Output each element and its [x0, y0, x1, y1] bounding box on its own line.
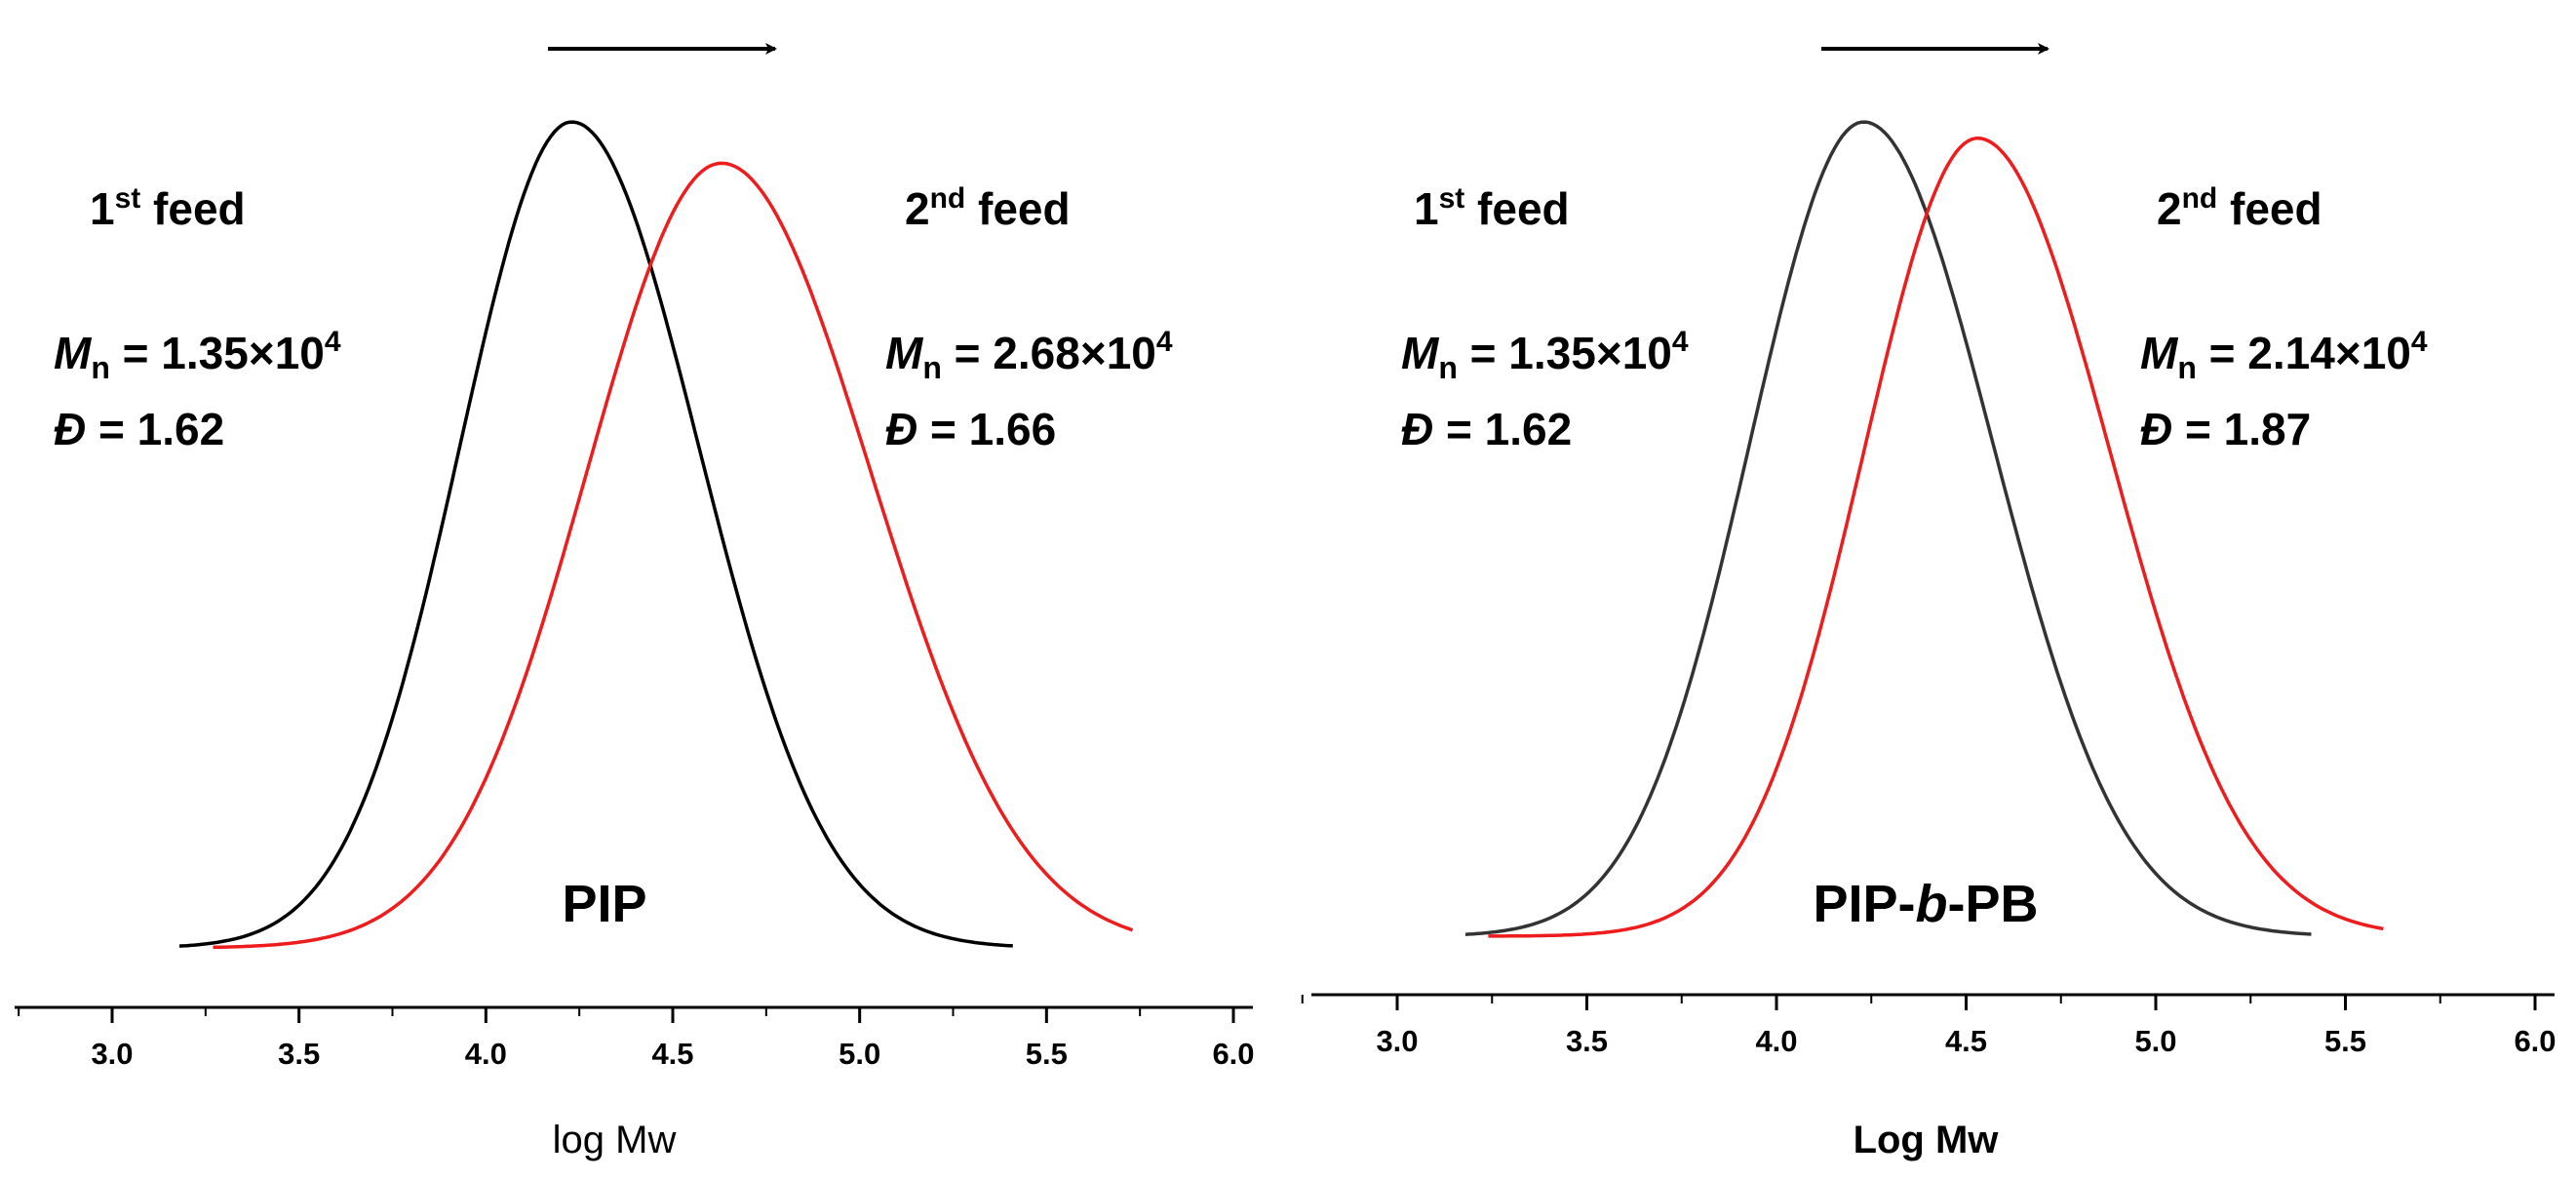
panel-title: PIP-b-PB [1813, 875, 2038, 933]
second-feed-dispersity: Đ = 1.66 [885, 404, 1056, 454]
second-feed-mn: Mn = 2.68×104 [885, 326, 1173, 385]
x-tick-label: 5.0 [839, 1037, 880, 1071]
x-tick-label: 3.5 [278, 1037, 320, 1071]
first-feed-label: 1st feed [1414, 182, 1570, 234]
x-tick-label: 6.0 [1212, 1037, 1254, 1071]
first-feed-mn: Mn = 1.35×104 [54, 326, 341, 385]
x-tick-label: 5.5 [1026, 1037, 1068, 1071]
second-feed-mn: Mn = 2.14×104 [2140, 326, 2428, 385]
x-tick-label: 3.5 [1566, 1024, 1608, 1058]
gpc-trace-line [213, 161, 1134, 950]
first-feed-dispersity: Đ = 1.62 [1401, 404, 1572, 454]
second-feed-label: 2nd feed [2157, 182, 2322, 234]
gpc-trace-line [1464, 120, 2312, 936]
panel-pip: 1st feed Mn = 1.35×104 Đ = 1.62 2nd feed… [15, 43, 1255, 1161]
trace-second-feed [213, 161, 1134, 950]
second-feed-label: 2nd feed [905, 182, 1071, 234]
x-tick-label: 3.0 [1376, 1024, 1418, 1058]
gpc-trace-line [1488, 136, 2384, 938]
first-feed-dispersity: Đ = 1.62 [54, 404, 224, 454]
gpc-trace-line [178, 120, 1013, 948]
panel-title: PIP [562, 875, 646, 933]
panel-pip-b-pb: 1st feed Mn = 1.35×104 Đ = 1.62 2nd feed… [1301, 43, 2556, 1161]
trace-second-feed [1488, 136, 2384, 938]
x-axis: 3.0 3.5 4.0 4.5 5.0 5.5 6.0 [15, 1005, 1255, 1071]
x-tick-label: 4.0 [465, 1037, 507, 1071]
x-tick-label: 3.0 [91, 1037, 133, 1071]
x-tick-label: 6.0 [2514, 1024, 2556, 1058]
x-tick-label: 4.5 [651, 1037, 693, 1071]
trace-first-feed [178, 120, 1013, 948]
first-feed-mn: Mn = 1.35×104 [1401, 326, 1689, 385]
second-feed-dispersity: Đ = 1.87 [2140, 404, 2311, 454]
x-axis: 3.0 3.5 4.0 4.5 5.0 5.5 6.0 [1301, 993, 2556, 1058]
x-axis-label: Log Mw [1854, 1119, 2000, 1161]
first-feed-label: 1st feed [90, 182, 246, 234]
x-tick-label: 4.5 [1945, 1024, 1987, 1058]
x-tick-label: 5.5 [2324, 1024, 2366, 1058]
x-axis-label: log Mw [553, 1119, 677, 1161]
trace-first-feed [1464, 120, 2312, 936]
x-tick-label: 5.0 [2134, 1024, 2176, 1058]
x-tick-label: 4.0 [1755, 1024, 1797, 1058]
